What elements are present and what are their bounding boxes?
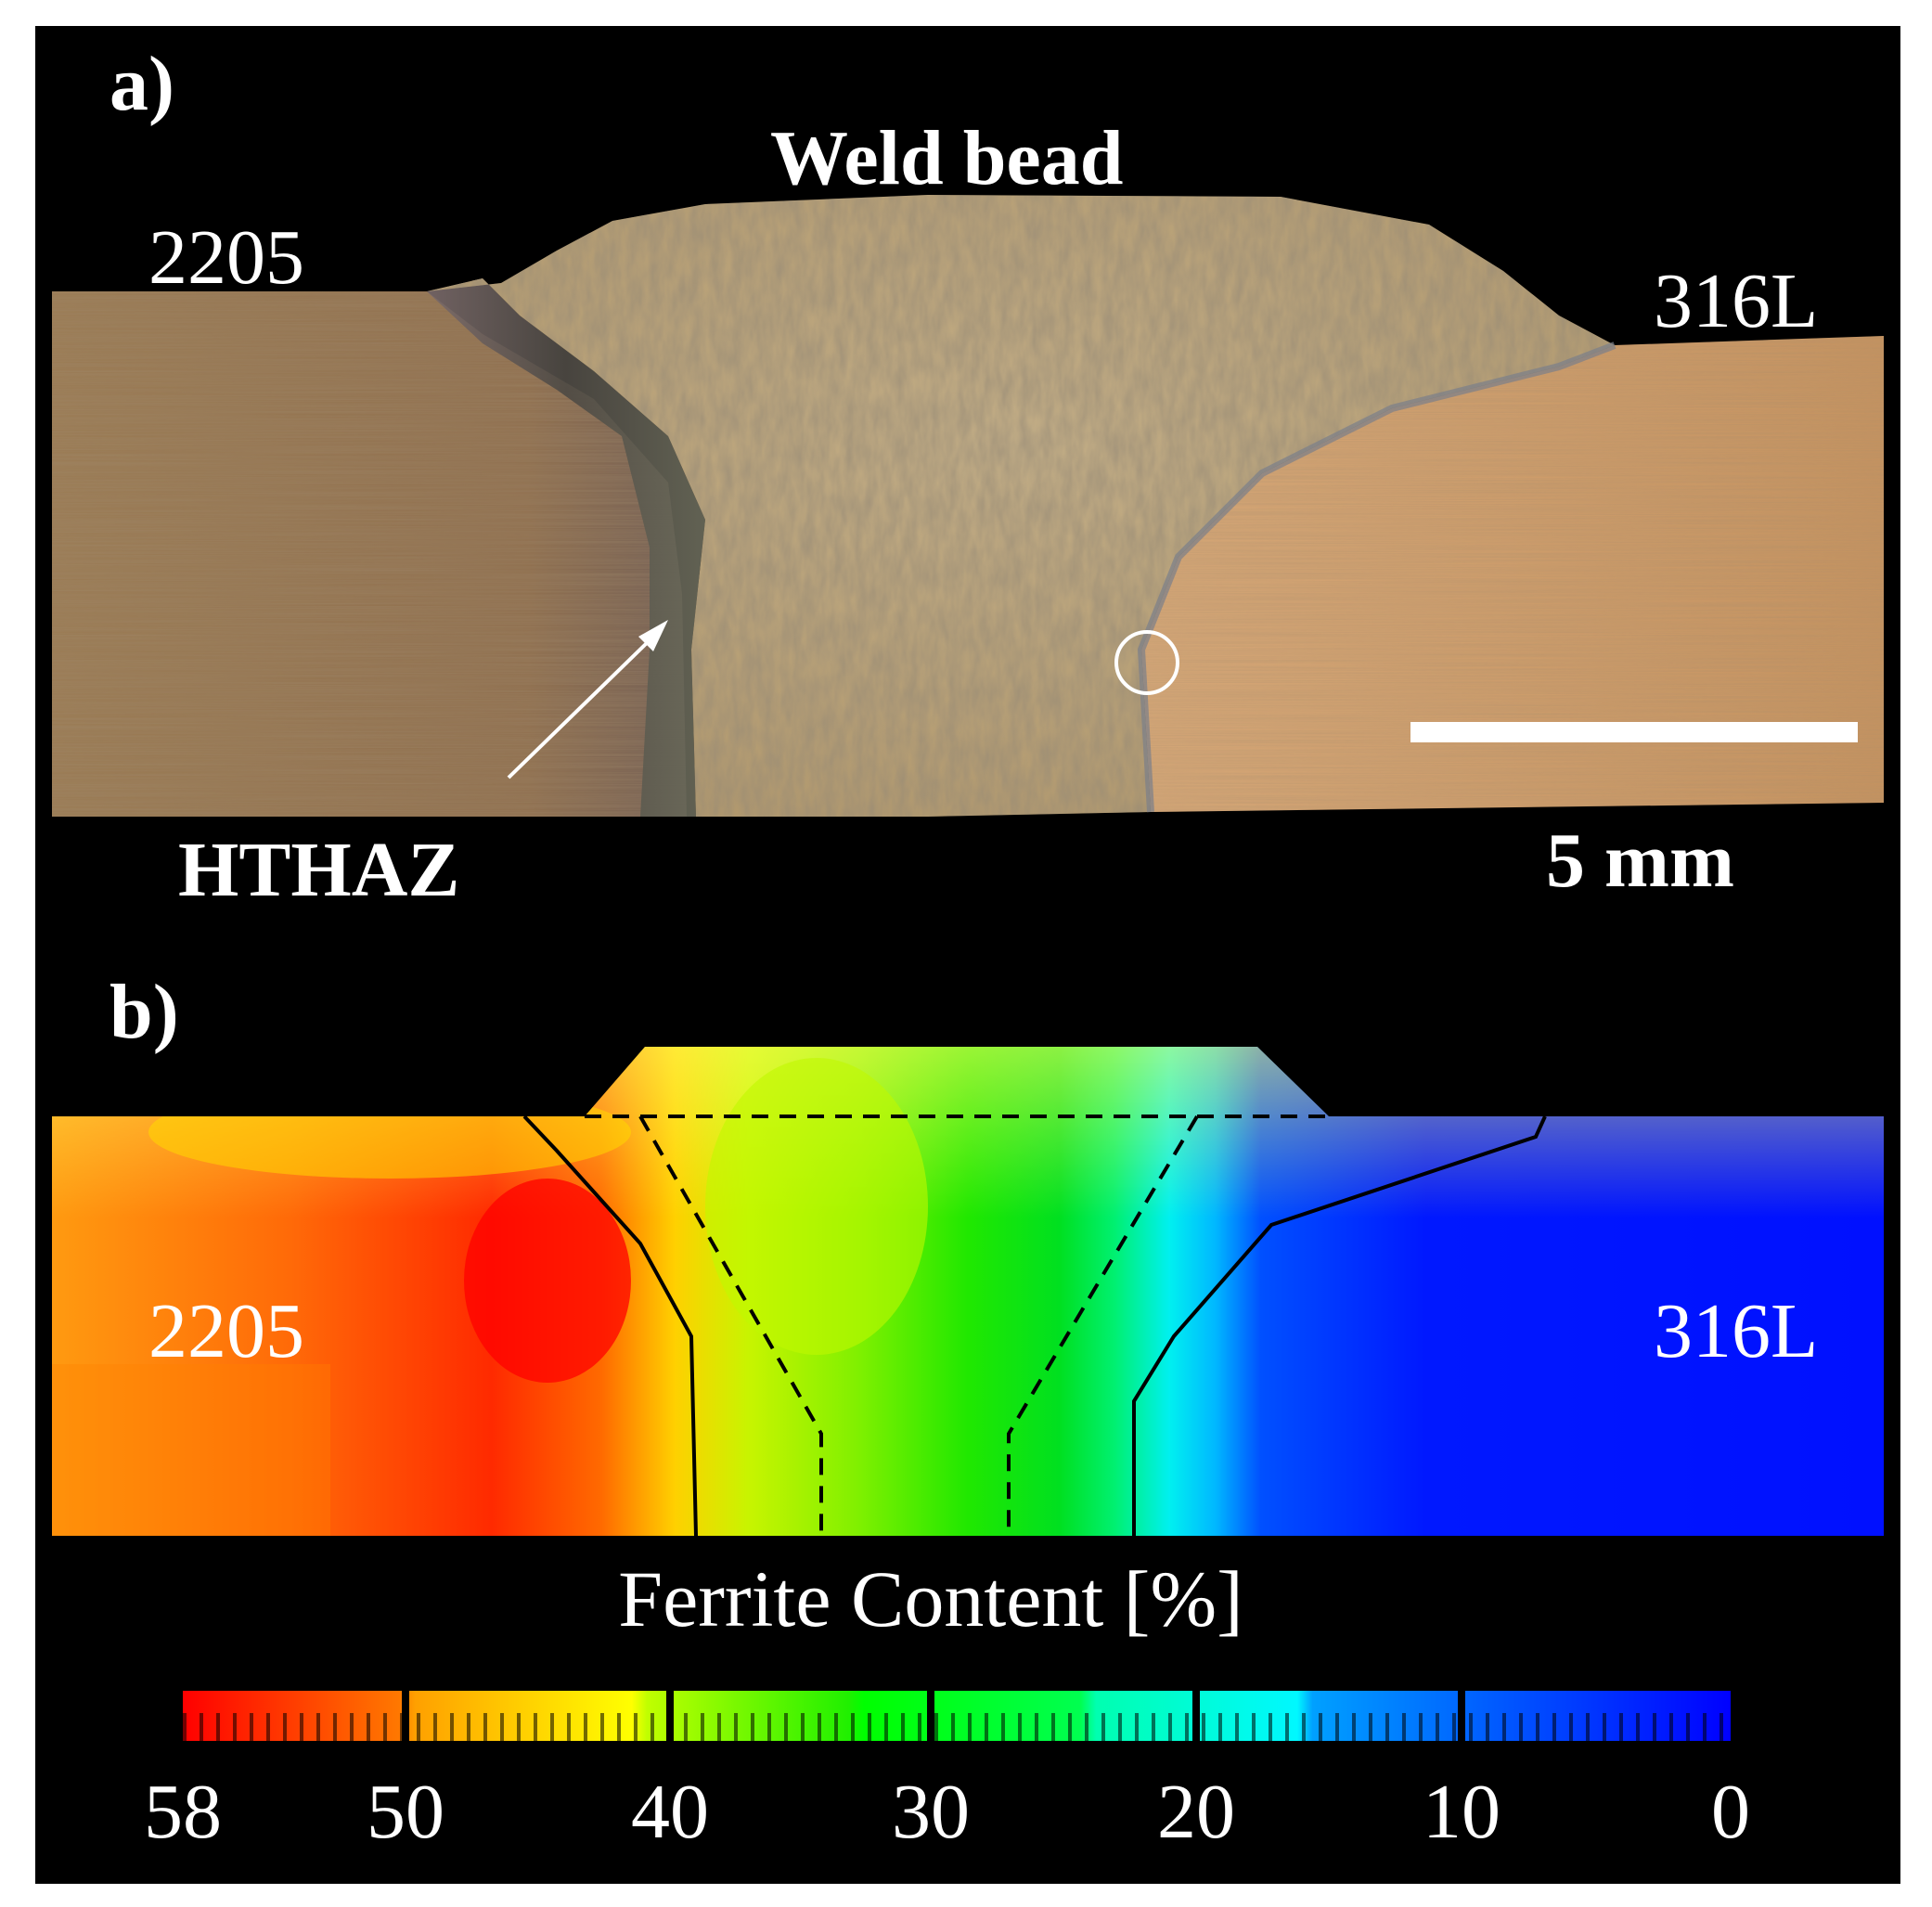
fusion-line-2205 bbox=[522, 1115, 698, 1537]
material-2205-label-b: 2205 bbox=[148, 1288, 304, 1374]
colorbar-tick-label: 40 bbox=[631, 1769, 709, 1855]
inspection-circle bbox=[1114, 630, 1179, 695]
micrograph-2205-base-metal bbox=[52, 291, 687, 817]
panel-a-label: a) bbox=[109, 41, 174, 127]
colorbar-tick-label: 0 bbox=[1711, 1769, 1750, 1855]
colorbar-divider bbox=[927, 1691, 934, 1741]
colorbar-divider bbox=[1458, 1691, 1465, 1741]
micrograph-weld-bead bbox=[427, 195, 1615, 817]
scale-bar-label: 5 mm bbox=[1546, 818, 1734, 904]
hthaz-label: HTHAZ bbox=[178, 827, 459, 913]
panel-a: a) Weld bead 2205 316L HTHAZ 5 mm bbox=[52, 41, 1884, 913]
colorbar-tick-label: 20 bbox=[1157, 1769, 1235, 1855]
colorbar-tick-label: 10 bbox=[1423, 1769, 1501, 1855]
fusion-line-316l bbox=[1137, 341, 1616, 813]
micrograph-316l-base-metal bbox=[1141, 336, 1884, 812]
ferrite-contour-map bbox=[52, 1047, 1884, 1536]
colorbar-tick-label: 50 bbox=[367, 1769, 444, 1855]
weld-bead-label: Weld bead bbox=[770, 115, 1123, 201]
fusion-line-316l-b bbox=[1132, 1115, 1547, 1536]
scale-bar bbox=[1410, 722, 1858, 742]
colorbar-divider bbox=[402, 1691, 409, 1741]
colorbar-tick-label: 58 bbox=[144, 1769, 222, 1855]
panel-b-label: b) bbox=[109, 969, 179, 1055]
colorbar-divider bbox=[666, 1691, 674, 1741]
weld-groove-outline bbox=[585, 1115, 1329, 1536]
panel-b: b) 2205 316L Ferrite Content [%] 58 50 40 3… bbox=[52, 969, 1884, 1855]
material-316l-label-b: 316L bbox=[1654, 1288, 1818, 1374]
haz-band bbox=[427, 278, 705, 817]
haz-arrow bbox=[507, 620, 668, 780]
colorbar-title: Ferrite Content [%] bbox=[618, 1554, 1243, 1643]
colorbar bbox=[183, 1691, 1731, 1741]
material-2205-label-a: 2205 bbox=[148, 214, 304, 301]
colorbar-tick-label: 30 bbox=[892, 1769, 970, 1855]
colorbar-divider bbox=[1192, 1691, 1200, 1741]
material-316l-label-a: 316L bbox=[1654, 258, 1818, 344]
